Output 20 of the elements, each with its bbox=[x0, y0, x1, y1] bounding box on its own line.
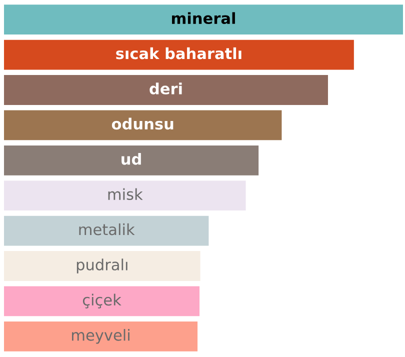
y-tick-label: misk bbox=[108, 188, 143, 200]
bar bbox=[4, 180, 246, 211]
bar bbox=[4, 251, 200, 281]
y-tick-label: mineral bbox=[172, 12, 235, 24]
y-tick-label: odunsu bbox=[112, 118, 174, 130]
bar bbox=[4, 75, 328, 105]
bar bbox=[4, 4, 403, 35]
y-tick-label: ud bbox=[122, 153, 141, 165]
y-tick-label: çiçek bbox=[82, 294, 122, 308]
y-tick-label: meyveli bbox=[72, 329, 130, 344]
y-tick-label: metalik bbox=[79, 223, 135, 236]
bar bbox=[4, 40, 354, 70]
bar bbox=[4, 145, 259, 176]
bar bbox=[4, 286, 200, 316]
y-tick-label: deri bbox=[150, 82, 182, 94]
bar bbox=[4, 216, 209, 246]
bar bbox=[4, 110, 282, 140]
y-tick-label: pudralı bbox=[76, 258, 128, 274]
bar bbox=[4, 321, 198, 352]
y-tick-label: sıcak baharatlı bbox=[116, 47, 242, 60]
